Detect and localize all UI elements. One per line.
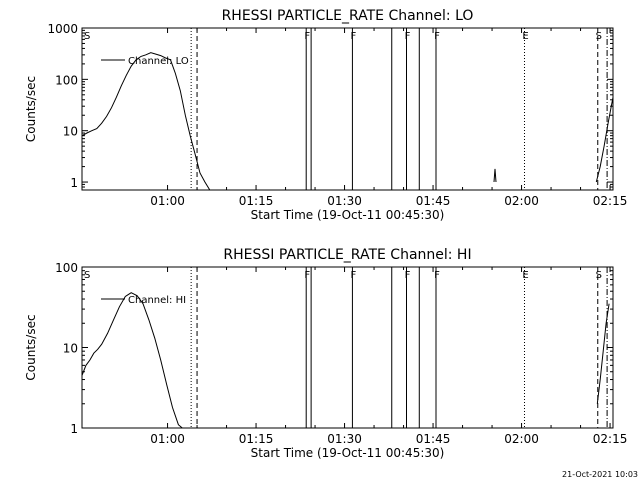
chart-title: RHESSI PARTICLE_RATE Channel: HI bbox=[223, 247, 471, 263]
y-tick-label: 1000 bbox=[47, 22, 78, 36]
chart-title: RHESSI PARTICLE_RATE Channel: LO bbox=[222, 8, 474, 24]
plot-frame bbox=[81, 27, 614, 191]
x-tick-label: 01:00 bbox=[150, 194, 185, 208]
plot-frame bbox=[81, 266, 614, 429]
series-line bbox=[493, 168, 497, 183]
legend-label: Channel: HI bbox=[128, 295, 186, 306]
x-axis-label: Start Time (19-Oct-11 00:45:30) bbox=[251, 208, 445, 222]
legend-label: Channel: LO bbox=[128, 56, 189, 67]
event-marker-label: S bbox=[596, 270, 602, 281]
y-axis-label: Counts/sec bbox=[24, 76, 38, 142]
y-tick-label: 10 bbox=[63, 342, 78, 356]
event-marker-label: E bbox=[522, 31, 528, 42]
x-tick-label: 02:15 bbox=[593, 194, 628, 208]
corner-marker-label: S bbox=[84, 31, 90, 42]
series-line bbox=[596, 303, 610, 404]
corner-marker-label: S bbox=[84, 270, 90, 281]
x-axis-label: Start Time (19-Oct-11 00:45:30) bbox=[251, 446, 445, 460]
event-marker-label: S bbox=[596, 31, 602, 42]
event-marker-label: E bbox=[522, 270, 528, 281]
series-line bbox=[82, 52, 211, 190]
event-marker-label: F bbox=[405, 31, 411, 42]
x-tick-label: 01:30 bbox=[327, 432, 362, 446]
x-tick-label: 01:30 bbox=[327, 194, 362, 208]
y-tick-label: 10 bbox=[63, 125, 78, 139]
event-marker-label: F bbox=[351, 31, 357, 42]
y-tick-label: 100 bbox=[55, 73, 78, 87]
y-tick-label: 1 bbox=[70, 176, 78, 190]
event-marker-label: F bbox=[304, 270, 310, 281]
x-tick-label: 01:45 bbox=[416, 194, 451, 208]
y-tick-label: 100 bbox=[55, 261, 78, 275]
event-marker-label: F bbox=[304, 31, 310, 42]
event-marker-label: F bbox=[351, 270, 357, 281]
x-tick-label: 01:00 bbox=[150, 432, 185, 446]
event-marker-label: F bbox=[434, 270, 440, 281]
x-tick-label: 02:00 bbox=[504, 194, 539, 208]
x-tick-label: 02:15 bbox=[593, 432, 628, 446]
event-marker-label: F bbox=[434, 31, 440, 42]
plot-timestamp: 21-Oct-2021 10:03 bbox=[562, 470, 638, 479]
x-tick-label: 01:15 bbox=[239, 194, 274, 208]
x-tick-label: 01:45 bbox=[416, 432, 451, 446]
x-tick-label: 01:15 bbox=[239, 432, 274, 446]
y-axis-label: Counts/sec bbox=[24, 314, 38, 380]
event-marker-label: F bbox=[405, 270, 411, 281]
series-line bbox=[595, 97, 613, 183]
y-tick-label: 1 bbox=[70, 422, 78, 436]
x-tick-label: 02:00 bbox=[504, 432, 539, 446]
series-line bbox=[82, 292, 183, 428]
